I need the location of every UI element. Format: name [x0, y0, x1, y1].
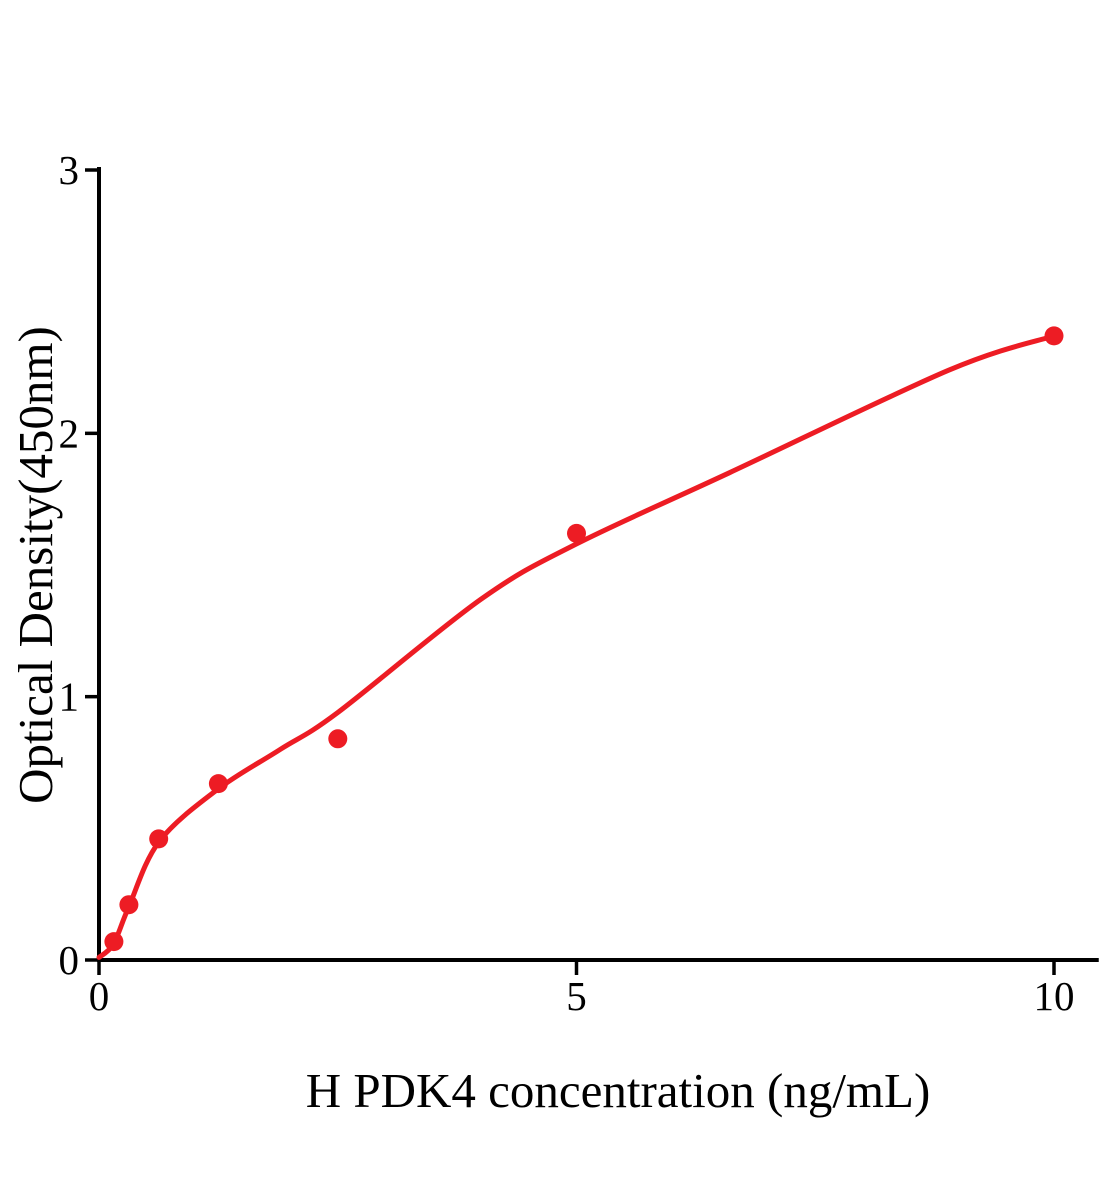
data-point: [208, 774, 228, 794]
data-point: [567, 523, 586, 543]
x-tick-label: 5: [566, 973, 587, 1019]
y-tick-label: 1: [59, 674, 80, 720]
data-point: [1044, 326, 1064, 346]
data-point: [119, 895, 139, 915]
plot-layer: 0 1 2 3 0 5 10: [59, 147, 1099, 1019]
y-tick-label: 3: [59, 147, 80, 193]
data-point: [328, 729, 348, 749]
x-axis-title: H PDK4 concentration (ng/mL): [306, 1063, 931, 1118]
y-axis-title: Optical Density(450nm): [8, 326, 63, 804]
x-tick-label: 10: [1034, 973, 1075, 1019]
fit-curve: [96, 333, 1057, 960]
data-point: [104, 932, 124, 952]
y-tick-label: 2: [59, 410, 80, 456]
y-tick-label: 0: [59, 937, 80, 983]
data-point: [149, 829, 169, 849]
x-tick-label: 0: [89, 973, 110, 1019]
